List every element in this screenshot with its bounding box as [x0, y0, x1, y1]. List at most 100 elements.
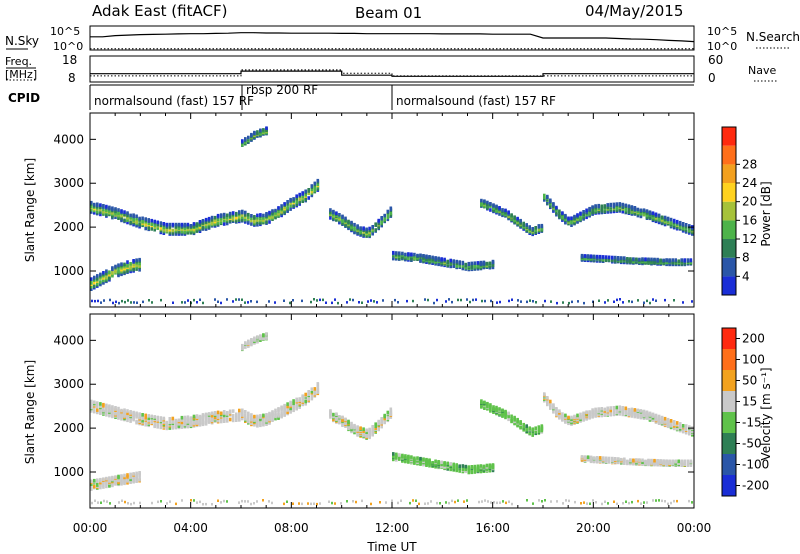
echo-cell — [617, 256, 620, 260]
echo-cell — [650, 257, 653, 262]
echo-cell — [415, 499, 417, 502]
echo-cell — [292, 204, 295, 208]
echo-cell — [643, 501, 645, 504]
echo-cell — [256, 218, 259, 222]
echo-cell — [171, 423, 175, 428]
echo-cell — [475, 298, 477, 301]
echo-cell — [365, 227, 368, 232]
echo-cell — [108, 476, 111, 480]
echo-cell — [460, 298, 462, 302]
echo-cell — [298, 397, 301, 401]
echo-cell — [461, 464, 465, 468]
echo-cell — [412, 299, 414, 303]
echo-cell — [219, 411, 223, 416]
echo-cell — [277, 412, 280, 417]
echo-cell — [250, 132, 253, 137]
echo-cell — [397, 301, 399, 304]
echo-cell — [90, 200, 93, 205]
echo-cell — [90, 210, 93, 214]
echo-cell — [484, 499, 486, 502]
echo-cell — [138, 412, 141, 416]
echo-cell — [265, 220, 268, 224]
echo-cell — [371, 425, 374, 429]
y-tick-label: 1000 — [53, 465, 84, 479]
echo-cell — [492, 203, 495, 207]
echo-cell — [289, 197, 292, 202]
echo-cell — [592, 456, 596, 460]
echo-cell — [183, 415, 187, 420]
echo-cell — [247, 339, 250, 344]
echo-cell — [316, 502, 318, 506]
echo-cell — [102, 271, 105, 275]
echo-cell — [177, 222, 181, 227]
echo-cell — [153, 225, 156, 230]
echo-cell — [499, 501, 501, 504]
echo-cell — [338, 216, 341, 221]
echo-cell — [579, 412, 582, 417]
echo-cell — [624, 203, 628, 208]
echo-cell — [147, 218, 150, 222]
echo-cell — [99, 210, 102, 214]
echo-cell — [368, 427, 371, 432]
echo-cell — [595, 254, 599, 259]
echo-cell — [120, 408, 123, 413]
echo-cell — [210, 413, 214, 418]
echo-cell — [99, 482, 102, 487]
echo-cell — [165, 222, 169, 227]
echo-cell — [355, 500, 357, 504]
echo-cell — [109, 298, 111, 302]
echo-cell — [105, 204, 108, 209]
echo-cell — [397, 501, 399, 505]
echo-cell — [662, 258, 665, 263]
echo-cell — [189, 422, 193, 426]
echo-cell — [419, 253, 422, 258]
echo-cell — [606, 406, 609, 411]
echo-cell — [126, 473, 129, 477]
echo-cell — [108, 205, 111, 210]
echo-cell — [534, 426, 537, 430]
echo-cell — [612, 406, 616, 410]
echo-cell — [292, 299, 294, 302]
echo-cell — [144, 415, 147, 420]
echo-cell — [606, 203, 609, 207]
freq-tick-top: 18 — [62, 53, 77, 67]
echo-cell — [94, 499, 96, 502]
echo-cell — [467, 465, 471, 469]
echo-cell — [626, 459, 629, 464]
echo-cell — [129, 213, 132, 218]
echo-cell — [138, 216, 141, 221]
echo-cell — [183, 229, 187, 234]
echo-cell — [577, 300, 579, 303]
echo-cell — [386, 410, 390, 415]
station-title: Adak East (fitACF) — [92, 2, 227, 20]
echo-cell — [463, 500, 465, 503]
echo-cell — [667, 502, 669, 506]
colorbar-tick-label: 4 — [742, 269, 750, 283]
echo-cell — [340, 502, 342, 505]
echo-cell — [286, 410, 289, 415]
echo-cell — [525, 223, 528, 227]
echo-cell — [189, 224, 193, 228]
x-tick-label: 04:00 — [173, 521, 208, 535]
echo-cell — [624, 406, 628, 411]
echo-cell — [201, 226, 205, 230]
echo-cell — [538, 499, 540, 502]
echo-cell — [631, 300, 633, 304]
nsearch-tick-bottom: 10^0 — [707, 40, 737, 53]
echo-cell — [262, 499, 264, 502]
echo-cell — [585, 208, 588, 213]
echo-cell — [677, 259, 680, 263]
echo-cell — [374, 228, 377, 232]
echo-cell — [688, 425, 691, 429]
echo-cell — [534, 226, 537, 230]
echo-cell — [222, 410, 226, 414]
echo-cell — [488, 264, 492, 268]
echo-cell — [689, 258, 693, 262]
echo-cell — [589, 455, 593, 460]
echo-cell — [135, 216, 138, 221]
echo-cell — [481, 500, 483, 503]
echo-cell — [127, 502, 129, 505]
echo-cell — [108, 404, 111, 408]
echo-cell — [638, 458, 641, 462]
echo-cell — [93, 284, 96, 289]
